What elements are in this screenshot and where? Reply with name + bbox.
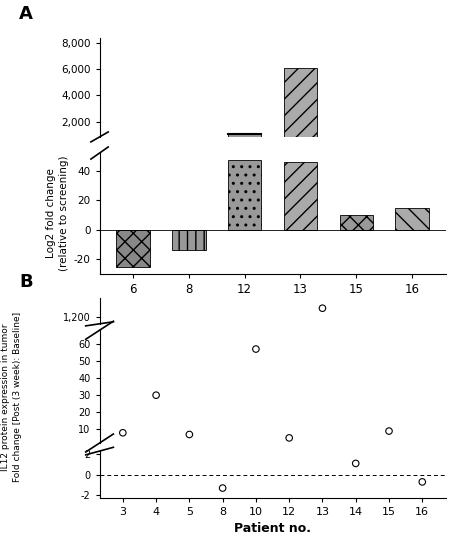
Point (119, 429, 127, 437)
Y-axis label: Log2 fold change
(relative to screening): Log2 fold change (relative to screening) (46, 156, 70, 271)
Bar (284, 68, 317, 148)
X-axis label: Patient no.: Patient no. (234, 300, 311, 313)
Point (419, 477, 426, 486)
Point (219, 484, 227, 492)
Bar (116, 230, 150, 266)
X-axis label: Patient no.: Patient no. (234, 521, 311, 534)
Bar (284, 162, 317, 230)
Point (285, 433, 293, 442)
Text: IL12 protein expression in tumor
Fold change [Post (3 week): Baseline]: IL12 protein expression in tumor Fold ch… (1, 313, 22, 482)
Point (385, 427, 393, 436)
Text: B: B (19, 273, 33, 291)
Bar (228, 161, 261, 230)
Bar (172, 230, 206, 250)
Bar (395, 208, 429, 230)
Point (186, 430, 193, 439)
Point (319, 304, 326, 313)
Bar (339, 215, 373, 230)
Point (352, 459, 359, 468)
Point (252, 345, 260, 353)
Point (152, 391, 160, 400)
Text: A: A (19, 5, 33, 23)
Bar (228, 134, 261, 148)
